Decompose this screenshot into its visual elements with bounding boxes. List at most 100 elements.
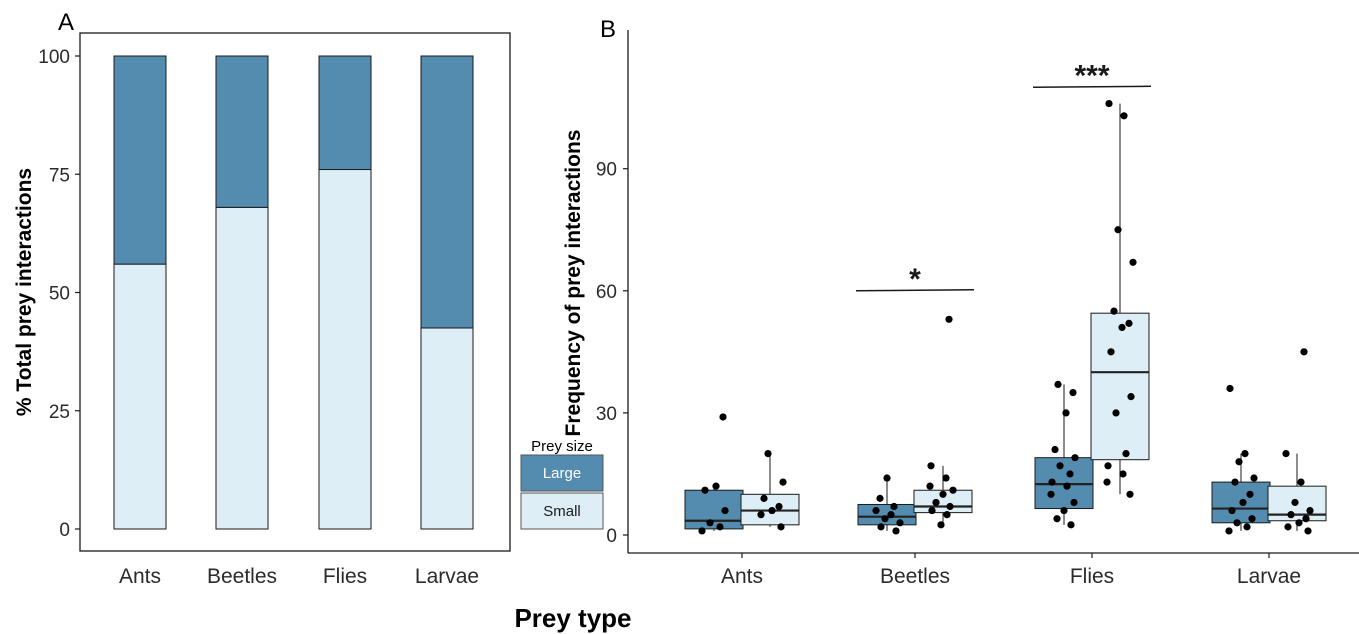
point-larvae-large xyxy=(1250,474,1258,482)
panel-b-y-axis: 0 30 60 90 xyxy=(596,160,628,547)
point-flies-small xyxy=(1122,450,1130,458)
point-larvae-large xyxy=(1235,458,1243,466)
legend-label-large: Large xyxy=(543,465,581,482)
panel-a-x-tick-label: Larvae xyxy=(415,565,479,588)
point-beetles-large xyxy=(892,527,900,535)
shared-x-axis-title: Prey type xyxy=(514,603,631,633)
point-beetles-small xyxy=(932,498,940,507)
panel-a-y-axis-title: % Total prey interactions xyxy=(13,168,36,416)
panel-a-x-tick-label: Ants xyxy=(119,565,161,588)
point-flies-large xyxy=(1056,462,1064,470)
point-beetles-large xyxy=(876,494,884,502)
point-larvae-large xyxy=(1233,519,1241,527)
point-flies-large xyxy=(1071,454,1079,462)
bar-beetles-small xyxy=(215,206,269,530)
point-larvae-large xyxy=(1228,506,1236,515)
bar-larvae-large xyxy=(420,55,474,329)
point-flies-small xyxy=(1103,478,1111,486)
point-flies-small xyxy=(1112,409,1120,417)
panel-b-x-tick-label: Beetles xyxy=(880,565,950,588)
panel-b-boxes xyxy=(684,99,1327,535)
point-beetles-small xyxy=(943,511,951,519)
point-ants-large xyxy=(716,523,724,531)
bar-flies-large xyxy=(318,55,372,171)
panel-a-y-tick-label: 25 xyxy=(49,402,70,423)
point-ants-large xyxy=(712,482,720,490)
panel-a-bars xyxy=(113,55,474,530)
panel-a-label: A xyxy=(58,9,74,36)
point-ants-large xyxy=(698,527,706,535)
point-beetles-small xyxy=(928,506,936,515)
panel-b-x-tick-label: Larvae xyxy=(1237,565,1301,588)
point-beetles-small xyxy=(937,521,945,529)
point-beetles-small xyxy=(942,474,950,482)
bar-ants-small xyxy=(113,263,167,530)
point-flies-large xyxy=(1060,506,1068,515)
point-larvae-small xyxy=(1297,478,1305,486)
point-larvae-small xyxy=(1284,523,1292,531)
point-flies-large xyxy=(1047,490,1055,498)
panel-a-x-tick-label: Beetles xyxy=(207,565,277,588)
legend-title: Prey size xyxy=(531,438,593,455)
panel-b-y-axis-title: Frequency of prey interactions xyxy=(562,130,585,437)
panel-a-x-axis: Ants Beetles Flies Larvae xyxy=(119,565,479,588)
point-beetles-large xyxy=(896,519,904,527)
point-flies-large xyxy=(1048,478,1056,486)
point-larvae-large xyxy=(1225,527,1233,535)
panel-a-y-tick-label: 50 xyxy=(49,284,70,305)
point-beetles-small xyxy=(946,502,954,511)
bar-beetles-large xyxy=(215,55,269,208)
legend-key-small xyxy=(520,492,604,530)
point-flies-small xyxy=(1125,319,1133,327)
point-beetles-large xyxy=(887,511,895,519)
point-ants-small xyxy=(757,511,765,519)
point-larvae-small xyxy=(1291,498,1299,507)
point-larvae-small xyxy=(1302,515,1310,523)
point-larvae-small xyxy=(1306,506,1314,515)
box-beetles-large xyxy=(857,503,917,526)
panel-b-y-tick-label: 60 xyxy=(596,282,617,303)
panel-a-y-tick-label: 100 xyxy=(38,47,70,68)
point-flies-large xyxy=(1069,388,1077,397)
legend-label-small: Small xyxy=(543,503,581,520)
point-flies-small xyxy=(1104,462,1112,470)
point-beetles-small xyxy=(939,490,947,498)
box-flies-small xyxy=(1090,312,1150,461)
point-larvae-small xyxy=(1300,348,1308,356)
point-flies-large xyxy=(1051,445,1059,454)
panel-a-y-axis: 0 25 50 75 100 xyxy=(38,47,80,541)
point-flies-large xyxy=(1066,470,1074,478)
significance-label-beetles: * xyxy=(909,263,921,296)
significance-bar-flies xyxy=(1032,85,1152,89)
point-larvae-large xyxy=(1246,490,1254,498)
point-beetles-large xyxy=(883,474,891,482)
point-beetles-small xyxy=(927,462,935,470)
point-flies-small xyxy=(1110,307,1118,315)
point-flies-large xyxy=(1063,482,1071,490)
panel-b-y-tick-label: 0 xyxy=(606,526,617,547)
panel-b-x-axis: Ants Beetles Flies Larvae xyxy=(721,553,1301,588)
point-flies-small xyxy=(1120,112,1128,120)
point-ants-small xyxy=(777,523,785,531)
panel-b-annotations: **** xyxy=(855,59,1152,296)
point-beetles-small xyxy=(926,482,934,490)
panel-a-x-tick-label: Flies xyxy=(323,565,367,588)
point-larvae-small xyxy=(1295,519,1303,527)
panel-b-label: B xyxy=(600,16,616,43)
point-larvae-small xyxy=(1282,450,1290,458)
point-larvae-small xyxy=(1304,527,1312,535)
panel-a-y-tick-label: 0 xyxy=(59,520,70,541)
point-flies-small xyxy=(1107,348,1115,356)
panel-b-x-tick-label: Ants xyxy=(721,565,763,588)
point-larvae-large xyxy=(1241,450,1249,458)
point-larvae-large xyxy=(1243,523,1251,531)
legend-key-large xyxy=(520,454,604,492)
point-flies-small xyxy=(1126,490,1134,498)
point-flies-large xyxy=(1067,521,1075,529)
point-larvae-large xyxy=(1226,384,1234,393)
point-flies-small xyxy=(1129,258,1137,266)
point-ants-small xyxy=(768,506,776,515)
point-beetles-small xyxy=(949,486,957,494)
point-beetles-large xyxy=(877,523,885,531)
